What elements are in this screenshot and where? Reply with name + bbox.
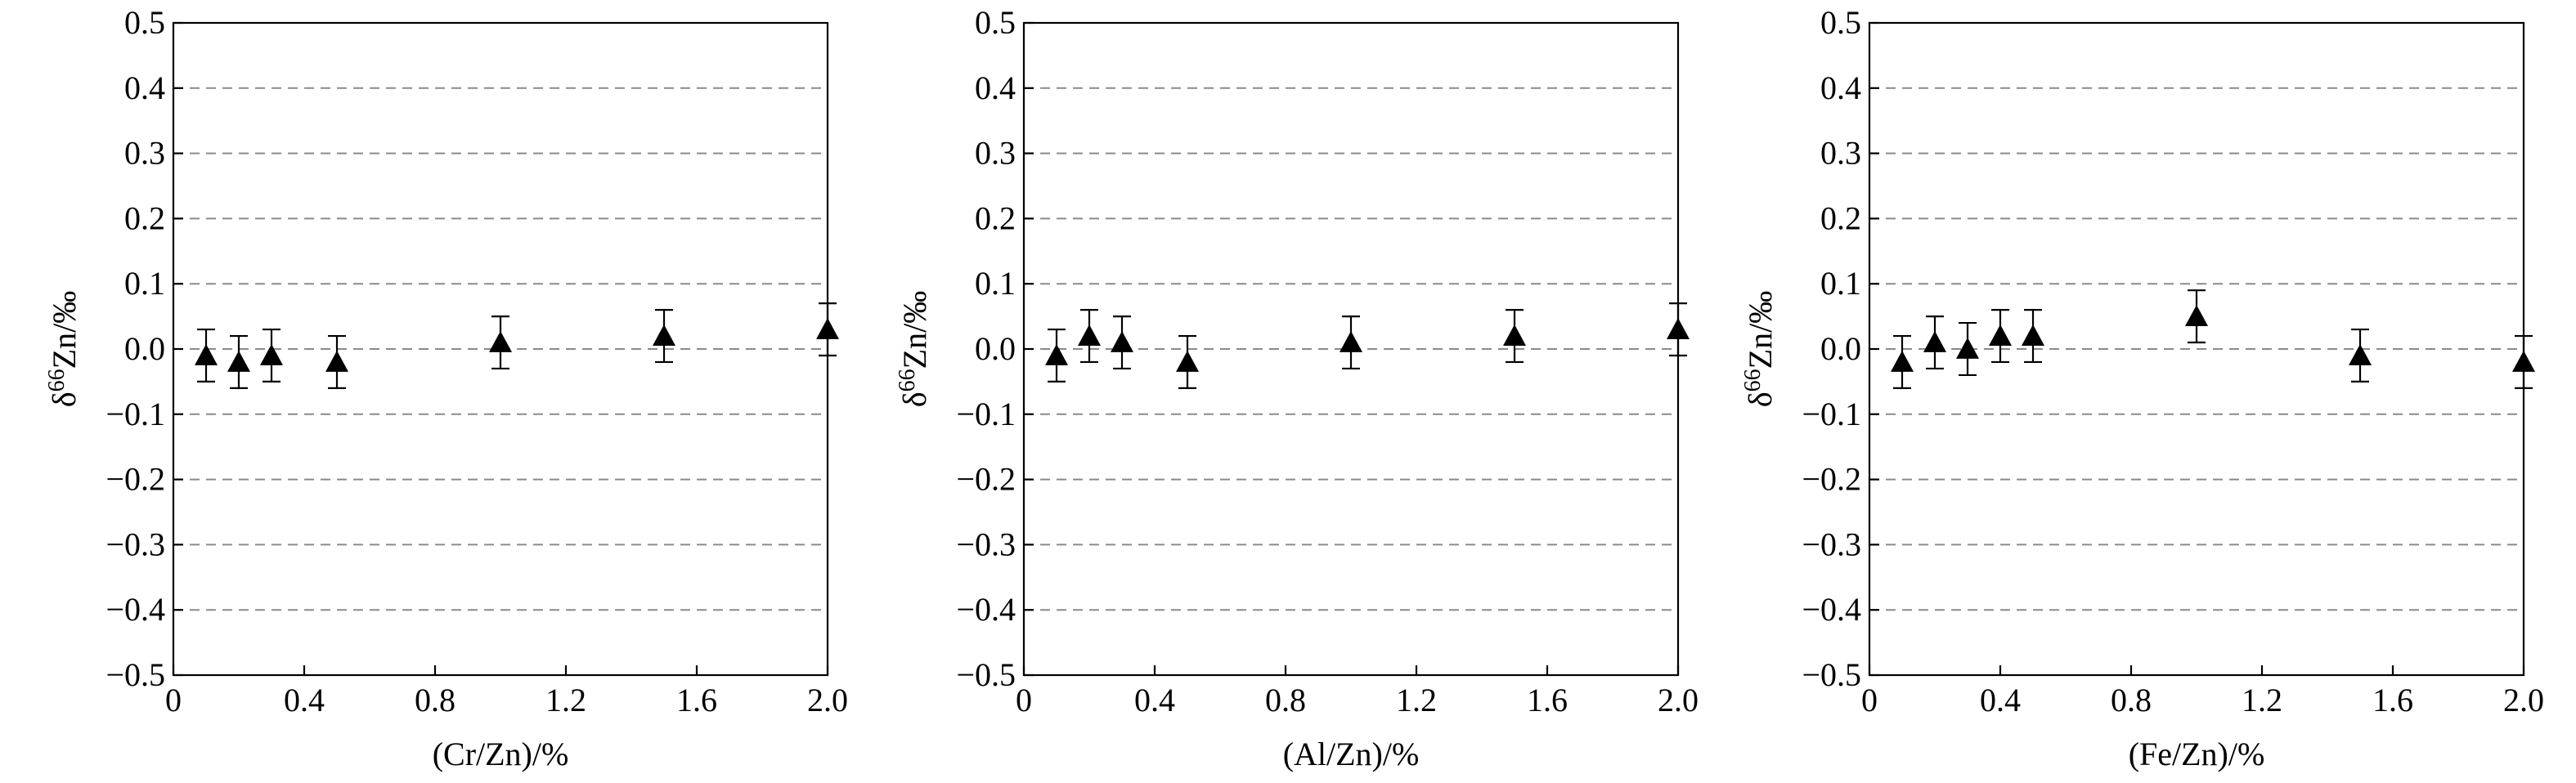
data-point-triangle [489,331,512,352]
y-tick-label: 0.3 [1820,135,1861,172]
x-tick-label: 1.2 [545,682,586,718]
data-point-triangle [260,343,283,365]
y-tick-label: −0.4 [105,591,165,628]
y-tick-label: 0.4 [124,69,165,106]
y-tick-label: 0.4 [975,69,1016,106]
data-point-triangle [195,343,218,365]
y-tick-label: −0.4 [956,591,1016,628]
y-tick-label: 0.5 [124,4,165,41]
x-tick-label: 1.2 [1396,682,1437,718]
y-tick-label: −0.3 [105,526,165,562]
y-tick-label: 0.0 [975,330,1016,367]
data-point-triangle [1176,350,1199,372]
x-tick-label: 2.0 [807,682,848,718]
y-tick-label: 0.2 [975,199,1016,236]
y-tick-label: −0.5 [105,656,165,693]
data-point-triangle [1078,324,1101,346]
y-tick-label: 0.1 [975,265,1016,302]
x-tick-label: 1.6 [1527,682,1568,718]
data-point-triangle [1956,338,1979,359]
chart-panel-2: 0.5 0.4 0.3 0.2 0.1 0.0 −0.1 −0.2 −0.3 −0.4 −0.50 0… [895,4,1699,772]
data-point-triangle [1503,324,1526,346]
y-tick-label: 0.5 [1820,4,1861,41]
y-tick-label: −0.1 [1802,396,1861,432]
y-tick-label: −0.3 [1802,526,1861,562]
x-tick-label: 0.4 [1134,682,1175,718]
data-point-triangle [2512,350,2535,372]
data-point-triangle [1891,350,1914,372]
data-point-triangle [227,350,250,372]
y-axis-title-superscript: 66 [44,369,70,392]
x-axis-title: (Fe/Zn)/% [2129,736,2265,772]
y-tick-label: −0.4 [1802,591,1861,628]
x-tick-label: 0.4 [284,682,325,718]
y-tick-label: 0.0 [124,330,165,367]
x-tick-label: 0 [1016,682,1032,718]
x-tick-label: 2.0 [1658,682,1699,718]
chart-panel-3: 0.5 0.4 0.3 0.2 0.1 0.0 −0.1 −0.2 −0.3 −0.4 −0.50 0… [1740,4,2544,772]
data-point-triangle [1989,324,2012,346]
y-tick-label: 0.4 [1820,69,1861,106]
data-point-triangle [2022,324,2044,346]
y-axis-title-superscript: 66 [895,369,920,392]
x-tick-label: 1.6 [2372,682,2413,718]
x-tick-label: 1.6 [676,682,717,718]
x-tick-label: 2.0 [2503,682,2544,718]
x-tick-label: 0.4 [1980,682,2021,718]
x-axis-title: (Cr/Zn)/% [433,736,569,772]
y-tick-label: −0.2 [1802,461,1861,498]
x-tick-label: 0.8 [1265,682,1306,718]
y-tick-label: 0.1 [1820,265,1861,302]
y-axis-title: δ66Zn/‰ [44,291,83,407]
y-axis-title-delta: δ [1742,392,1779,407]
y-axis-title-delta: δ [46,392,83,407]
y-tick-label: −0.3 [956,526,1016,562]
data-point-triangle [2185,305,2208,326]
data-point-triangle [325,350,348,372]
data-point-triangle [1340,331,1362,352]
y-tick-label: 0.2 [124,199,165,236]
y-axis-title-rest: Zn/‰ [896,291,933,369]
y-tick-label: 0.0 [1820,330,1861,367]
x-tick-label: 0 [165,682,182,718]
x-tick-label: 0 [1861,682,1878,718]
y-axis-title-superscript: 66 [1740,369,1766,392]
y-tick-label: 0.2 [1820,199,1861,236]
y-tick-label: 0.3 [975,135,1016,172]
y-axis-title: δ66Zn/‰ [895,291,933,407]
chart-panel-1: 0.5 0.4 0.3 0.2 0.1 0.0 −0.1 −0.2 −0.3 −0.4 −0.50 0… [44,4,848,772]
data-point-triangle [653,324,675,346]
y-tick-label: 0.1 [124,265,165,302]
y-tick-label: −0.5 [1802,656,1861,693]
y-axis-title-delta: δ [896,392,933,407]
y-tick-label: −0.2 [105,461,165,498]
y-tick-label: −0.5 [956,656,1016,693]
x-tick-label: 0.8 [2111,682,2152,718]
y-tick-label: −0.1 [956,396,1016,432]
y-axis-title-rest: Zn/‰ [46,291,83,369]
data-point-triangle [1667,318,1690,339]
y-tick-label: 0.5 [975,4,1016,41]
y-tick-label: −0.1 [105,396,165,432]
data-point-triangle [1923,331,1946,352]
y-tick-label: 0.3 [124,135,165,172]
x-tick-label: 0.8 [415,682,456,718]
data-point-triangle [1045,343,1068,365]
y-axis-title-rest: Zn/‰ [1742,291,1779,369]
data-point-triangle [2349,343,2372,365]
y-axis-title: δ66Zn/‰ [1740,291,1779,407]
x-tick-label: 1.2 [2242,682,2282,718]
x-axis-title: (Al/Zn)/% [1283,736,1420,772]
data-point-triangle [1111,331,1133,352]
y-tick-label: −0.2 [956,461,1016,498]
data-point-triangle [816,318,839,339]
